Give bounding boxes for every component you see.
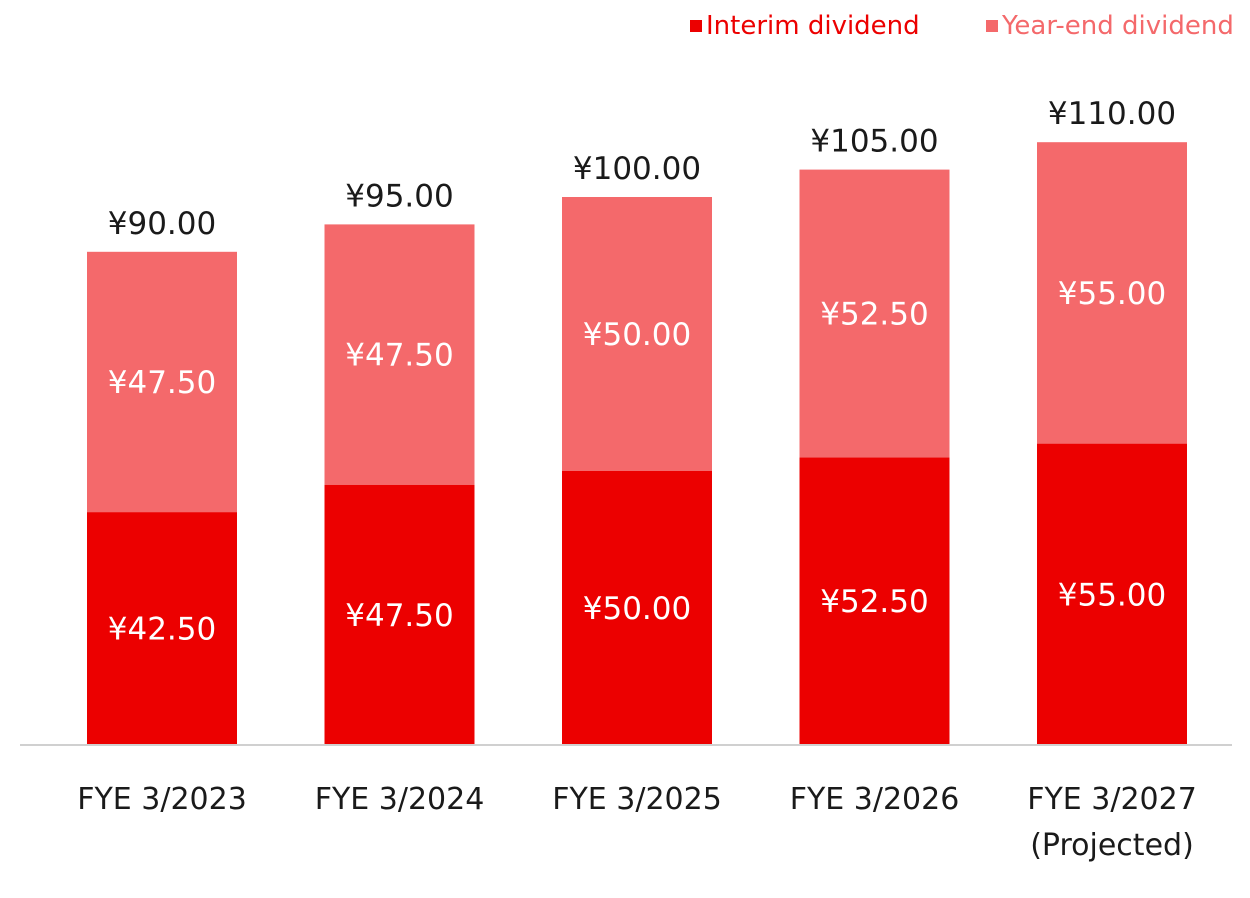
bar-yearend-0 bbox=[87, 251, 237, 513]
category-label-3: FYE 3/2026 bbox=[790, 782, 960, 817]
category-label-2: FYE 3/2025 bbox=[552, 782, 722, 817]
bar-interim-3 bbox=[799, 457, 950, 745]
data-label-interim-1: ¥47.50 bbox=[345, 598, 453, 634]
data-label-yearend-0: ¥47.50 bbox=[108, 365, 216, 401]
legend-swatch-yearend bbox=[986, 20, 998, 32]
total-label-2: ¥100.00 bbox=[573, 151, 701, 187]
data-label-yearend-1: ¥47.50 bbox=[345, 338, 453, 374]
bar-interim-1 bbox=[324, 484, 475, 745]
legend-swatch-interim bbox=[690, 20, 702, 32]
category-label-0: FYE 3/2023 bbox=[77, 782, 247, 817]
data-label-interim-4: ¥55.00 bbox=[1058, 577, 1166, 613]
bar-interim-2 bbox=[562, 471, 712, 745]
bar-yearend-3 bbox=[799, 169, 950, 458]
legend-label-yearend: Year-end dividend bbox=[1002, 11, 1234, 41]
data-label-interim-2: ¥50.00 bbox=[583, 591, 691, 627]
legend-item-yearend: Year-end dividend bbox=[986, 8, 1234, 44]
total-label-1: ¥95.00 bbox=[345, 178, 453, 214]
data-label-yearend-4: ¥55.00 bbox=[1058, 276, 1166, 312]
bar-interim-0 bbox=[87, 512, 237, 745]
bar-yearend-1 bbox=[324, 224, 475, 485]
data-label-yearend-3: ¥52.50 bbox=[820, 296, 928, 332]
total-label-3: ¥105.00 bbox=[810, 124, 938, 160]
legend-label-interim: Interim dividend bbox=[706, 11, 920, 41]
category-label-4: FYE 3/2027 bbox=[1027, 782, 1197, 817]
labels-layer: ¥42.50 ¥47.50 ¥90.00 FYE 3/2023 ¥47.50 ¥47.50… bbox=[77, 96, 1197, 863]
bar-yearend-4 bbox=[1037, 142, 1187, 444]
data-label-interim-0: ¥42.50 bbox=[108, 612, 216, 648]
bar-interim-4 bbox=[1037, 443, 1187, 745]
bars-layer bbox=[87, 142, 1187, 745]
category-label-1: FYE 3/2024 bbox=[315, 782, 485, 817]
total-label-4: ¥110.00 bbox=[1048, 96, 1176, 132]
data-label-interim-3: ¥52.50 bbox=[820, 584, 928, 620]
bar-yearend-2 bbox=[562, 197, 712, 471]
data-label-yearend-2: ¥50.00 bbox=[583, 317, 691, 353]
total-label-0: ¥90.00 bbox=[108, 206, 216, 242]
category-label-4-line1: (Projected) bbox=[1030, 828, 1194, 863]
legend-item-interim: Interim dividend bbox=[690, 8, 920, 44]
